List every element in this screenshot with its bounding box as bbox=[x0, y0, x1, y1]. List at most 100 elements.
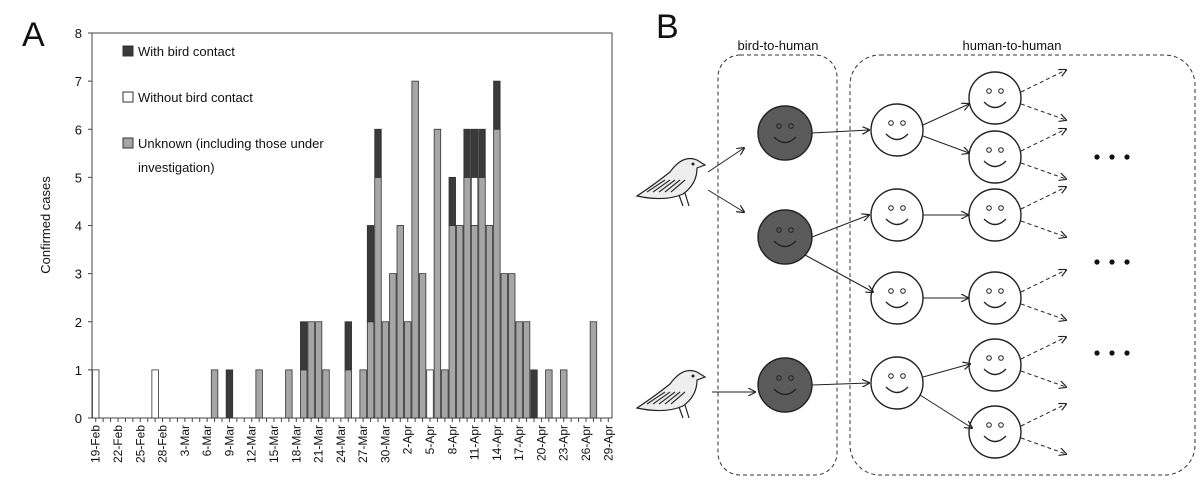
bar-segment bbox=[285, 369, 293, 419]
group-label: bird-to-human bbox=[738, 38, 819, 53]
face bbox=[968, 130, 1022, 184]
arrow bbox=[1020, 162, 1066, 179]
bar-segment bbox=[433, 128, 442, 419]
face bbox=[968, 405, 1022, 459]
bar-segment bbox=[426, 369, 434, 419]
eye bbox=[776, 375, 782, 381]
bar-segment bbox=[456, 225, 464, 419]
face bbox=[968, 188, 1022, 242]
bar-segment bbox=[493, 128, 501, 419]
bird-eye bbox=[691, 162, 695, 166]
eye bbox=[776, 227, 782, 233]
bar-segment bbox=[151, 369, 159, 419]
x-tick-label: 17-Apr bbox=[512, 425, 526, 461]
eye bbox=[788, 123, 794, 129]
x-tick-label: 14-Apr bbox=[490, 425, 504, 461]
smile bbox=[983, 218, 1007, 226]
y-tick-label: 4 bbox=[75, 219, 82, 234]
bar-segment bbox=[470, 225, 479, 419]
legend-swatch bbox=[122, 137, 134, 149]
eye bbox=[888, 205, 894, 211]
smile bbox=[773, 388, 797, 396]
panel-label: A bbox=[22, 16, 45, 54]
eye bbox=[998, 355, 1004, 361]
bird-eye bbox=[691, 374, 695, 378]
eye bbox=[900, 373, 906, 379]
arrow bbox=[804, 254, 873, 292]
smile bbox=[773, 240, 797, 248]
legend-swatch bbox=[122, 91, 134, 103]
bird-feather bbox=[646, 179, 666, 193]
arrow bbox=[707, 189, 744, 212]
smile bbox=[983, 435, 1007, 443]
bar-segment bbox=[411, 80, 419, 419]
ellipsis-dot bbox=[1124, 259, 1130, 265]
bar-segment bbox=[530, 369, 538, 419]
x-tick-label: 24-Mar bbox=[334, 425, 348, 463]
chart: 0 1 2 3 4 5 6 7 8 19-Feb 22-Feb 25-Feb 28-Feb 3-Mar 6-… bbox=[75, 26, 616, 463]
bird-feather bbox=[670, 391, 686, 405]
arrow bbox=[1020, 187, 1066, 210]
arrow bbox=[922, 104, 969, 126]
bar-segment bbox=[344, 369, 352, 419]
bar-segment bbox=[545, 369, 553, 419]
bird bbox=[635, 369, 707, 412]
x-tick-label: 12-Mar bbox=[245, 425, 259, 463]
arrow bbox=[1020, 103, 1066, 120]
x-tick-label: 11-Apr bbox=[468, 425, 482, 460]
bar-segment bbox=[344, 321, 352, 371]
x-tick-label: 30-Mar bbox=[378, 425, 392, 463]
bar-segment bbox=[389, 273, 397, 419]
bar-segment bbox=[210, 369, 219, 419]
bird-leg bbox=[678, 192, 690, 207]
x-tick-label: 23-Apr bbox=[557, 425, 571, 461]
face bbox=[870, 271, 924, 325]
bird-feather bbox=[646, 391, 666, 405]
ellipsis-dot bbox=[1109, 350, 1115, 356]
bar-segment bbox=[307, 321, 315, 419]
smile bbox=[983, 160, 1007, 168]
bar-segment bbox=[396, 225, 404, 419]
ellipsis-dot bbox=[1124, 350, 1130, 356]
bird-feather bbox=[658, 179, 676, 193]
bar-segment bbox=[92, 369, 100, 419]
x-tick-label: 15-Mar bbox=[267, 425, 281, 463]
bar-segment bbox=[404, 321, 412, 419]
bird-feather bbox=[652, 391, 671, 405]
bird bbox=[635, 157, 707, 200]
ellipsis-dot bbox=[1094, 154, 1100, 160]
arrow bbox=[1020, 303, 1066, 320]
bar-segment bbox=[463, 176, 471, 419]
x-tick-label: 2-Apr bbox=[401, 425, 415, 454]
eye bbox=[776, 123, 782, 129]
bar-segment bbox=[522, 321, 531, 419]
face bbox=[870, 103, 924, 157]
face bbox=[968, 71, 1022, 125]
legend-label: With bird contact bbox=[138, 44, 235, 59]
legend-item: Without bird contact bbox=[138, 90, 253, 105]
face bbox=[757, 209, 813, 265]
bar-segment bbox=[448, 176, 456, 226]
smile bbox=[885, 386, 909, 394]
diagram bbox=[635, 70, 1130, 459]
smile bbox=[983, 368, 1007, 376]
x-tick-label: 20-Apr bbox=[534, 425, 548, 461]
bird-feather bbox=[670, 179, 686, 193]
x-tick-label: 5-Apr bbox=[423, 425, 437, 454]
smile bbox=[885, 301, 909, 309]
bar-segment bbox=[493, 80, 501, 130]
eye bbox=[888, 373, 894, 379]
eye bbox=[986, 422, 992, 428]
bar-segment bbox=[366, 225, 375, 323]
y-tick-label: 8 bbox=[75, 26, 82, 41]
ellipsis-dot bbox=[1109, 154, 1115, 160]
x-tick-label: 28-Feb bbox=[156, 425, 170, 463]
arrow bbox=[1020, 437, 1066, 454]
legend-label: Unknown (including those under investiga… bbox=[138, 136, 324, 175]
eye bbox=[986, 88, 992, 94]
y-tick-label: 1 bbox=[75, 363, 82, 378]
bar-segment bbox=[508, 273, 516, 419]
x-tick-label: 22-Feb bbox=[111, 425, 125, 463]
eye bbox=[986, 288, 992, 294]
ellipsis-dot bbox=[1124, 154, 1130, 160]
